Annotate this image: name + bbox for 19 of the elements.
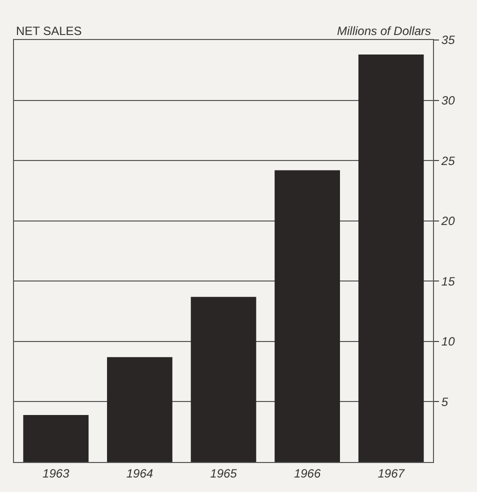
bar [358, 54, 424, 462]
x-tick-label: 1967 [378, 466, 406, 480]
bar [23, 414, 89, 462]
y-tick-label: 15 [441, 274, 456, 288]
y-tick-label: 20 [440, 214, 456, 228]
y-tick-label: 5 [441, 394, 448, 409]
x-tick-label: 1963 [42, 466, 70, 480]
chart-title: NET SALES [16, 24, 82, 38]
x-tick-label: 1966 [294, 466, 321, 480]
x-tick-label: 1965 [210, 466, 238, 480]
x-tick-label: 1964 [126, 466, 154, 480]
y-tick-label: 25 [440, 154, 456, 168]
bar [190, 296, 256, 462]
y-tick-label: 10 [441, 334, 456, 349]
y-tick-label: 30 [441, 93, 456, 108]
bar [107, 357, 172, 462]
y-tick-label: 35 [441, 33, 456, 48]
y-axis-title: Millions of Dollars [337, 24, 432, 38]
bar [274, 170, 340, 462]
